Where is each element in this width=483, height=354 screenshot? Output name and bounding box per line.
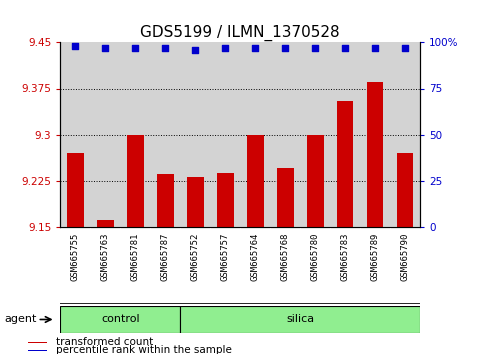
Bar <box>157 175 173 227</box>
Text: GSM665768: GSM665768 <box>281 233 290 281</box>
Point <box>191 47 199 53</box>
Bar <box>247 135 264 227</box>
Bar <box>127 135 143 227</box>
Text: GSM665764: GSM665764 <box>251 233 260 281</box>
Point <box>71 43 79 49</box>
Bar <box>28 342 47 343</box>
Text: GSM665790: GSM665790 <box>401 233 410 281</box>
Text: control: control <box>101 314 140 325</box>
Text: GSM665789: GSM665789 <box>371 233 380 281</box>
Text: silica: silica <box>286 314 314 325</box>
Text: GSM665757: GSM665757 <box>221 233 230 281</box>
Bar <box>187 177 203 227</box>
Bar <box>307 135 324 227</box>
Point <box>101 45 109 51</box>
Bar <box>67 153 84 227</box>
Title: GDS5199 / ILMN_1370528: GDS5199 / ILMN_1370528 <box>141 25 340 41</box>
Point <box>282 45 289 51</box>
Text: percentile rank within the sample: percentile rank within the sample <box>56 346 232 354</box>
Bar <box>367 82 384 227</box>
Point <box>252 45 259 51</box>
Bar <box>28 350 47 351</box>
Bar <box>337 101 354 227</box>
Text: GSM665783: GSM665783 <box>341 233 350 281</box>
Bar <box>97 221 114 227</box>
Point <box>131 45 139 51</box>
Text: transformed count: transformed count <box>56 337 153 348</box>
Text: GSM665752: GSM665752 <box>191 233 200 281</box>
Point <box>341 45 349 51</box>
Text: GSM665763: GSM665763 <box>101 233 110 281</box>
Point <box>221 45 229 51</box>
Text: GSM665787: GSM665787 <box>161 233 170 281</box>
Point <box>161 45 169 51</box>
Point <box>312 45 319 51</box>
Bar <box>397 153 413 227</box>
Point <box>371 45 379 51</box>
Text: agent: agent <box>5 314 37 325</box>
Point <box>401 45 409 51</box>
Text: GSM665755: GSM665755 <box>71 233 80 281</box>
Bar <box>217 173 234 227</box>
Bar <box>60 306 180 333</box>
Bar <box>180 306 420 333</box>
Bar <box>277 168 294 227</box>
Text: GSM665781: GSM665781 <box>131 233 140 281</box>
Text: GSM665780: GSM665780 <box>311 233 320 281</box>
